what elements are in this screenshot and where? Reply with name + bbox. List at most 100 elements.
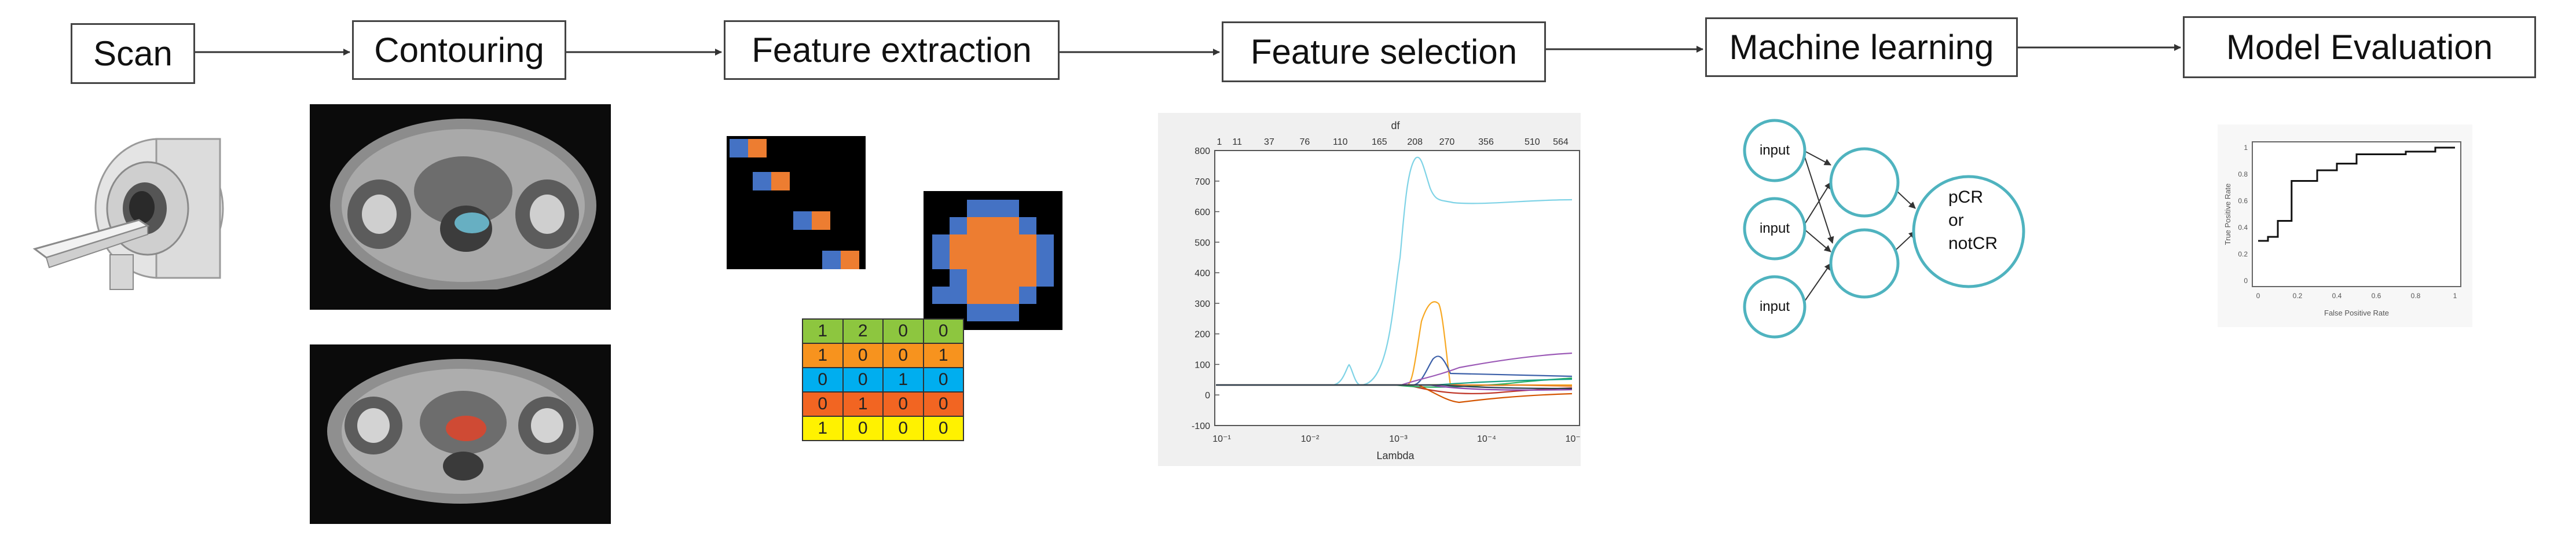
x-tick-label: 10⁻⁴ xyxy=(1477,434,1496,444)
feature-matrix-cell: 0 xyxy=(882,393,923,416)
top-tick-label: 510 xyxy=(1525,137,1540,147)
roc-y-tick: 0.2 xyxy=(2238,250,2248,258)
input-node-2-label: input xyxy=(1760,221,1790,236)
roc-x-tick: 0 xyxy=(2256,292,2260,300)
stage-feature-extraction: Feature extraction xyxy=(724,20,1060,80)
voxel-grid-sparse xyxy=(727,136,866,269)
feature-matrix-cell: 0 xyxy=(922,393,963,416)
output-label-line-3: notCR xyxy=(1948,234,1998,253)
voxel-cell xyxy=(932,252,950,269)
input-node-1 xyxy=(1743,119,1807,182)
top-axis-title: df xyxy=(1391,120,1400,131)
y-tick-label: 0 xyxy=(1205,391,1210,401)
mri-slice-contour-blue xyxy=(310,104,611,310)
top-tick-label: 564 xyxy=(1553,137,1569,147)
voxel-cell xyxy=(967,252,984,269)
roc-x-tick: 0.6 xyxy=(2372,292,2381,300)
feature-matrix-cell: 0 xyxy=(882,417,923,440)
feature-matrix-cell: 0 xyxy=(842,368,883,391)
voxel-cell xyxy=(1036,234,1054,252)
stage-feature-extraction-label: Feature extraction xyxy=(752,31,1032,69)
y-tick-label: 400 xyxy=(1194,269,1210,278)
neural-network-diagram: input input input pCR or notCR xyxy=(1743,119,2025,339)
top-tick-label: 165 xyxy=(1372,137,1387,147)
voxel-cell xyxy=(984,252,1002,269)
feature-matrix-cell: 1 xyxy=(818,419,828,438)
tumor-contour-red xyxy=(446,416,486,441)
stage-model-evaluation: Model Evaluation xyxy=(2183,16,2536,78)
stage-model-evaluation-label: Model Evaluation xyxy=(2226,28,2493,67)
voxel-cell xyxy=(984,200,1002,217)
hidden-node-1 xyxy=(1829,147,1900,218)
feature-matrix-cell: 1 xyxy=(922,344,963,367)
coefficient-paths xyxy=(1216,156,1573,404)
voxel-cell xyxy=(984,217,1002,234)
y-tick-label: -100 xyxy=(1192,421,1210,431)
feature-matrix-cell: 0 xyxy=(882,320,923,343)
voxel-cell xyxy=(967,234,984,252)
pipeline-arrows xyxy=(195,44,2181,56)
x-tick-label: 10⁻¹ xyxy=(1212,434,1231,444)
voxel-cell xyxy=(1002,269,1019,287)
voxel-cell xyxy=(932,234,950,252)
hidden-node-2 xyxy=(1829,228,1900,299)
voxel-cell xyxy=(1019,252,1036,269)
roc-x-tick: 0.4 xyxy=(2332,292,2342,300)
top-tick-label: 110 xyxy=(1333,137,1348,147)
top-tick-label: 270 xyxy=(1439,137,1455,147)
y-tick-label: 500 xyxy=(1194,238,1210,248)
y-tick-label: 800 xyxy=(1194,146,1210,156)
feature-matrix-cell: 0 xyxy=(922,368,963,391)
voxel-cell xyxy=(1036,252,1054,269)
voxel-cell xyxy=(1019,217,1036,234)
roc-y-label: True Positive Rate xyxy=(2223,184,2232,245)
top-tick-label: 76 xyxy=(1299,137,1310,147)
voxel-cell xyxy=(1019,269,1036,287)
output-label-line-1: pCR xyxy=(1948,188,1983,207)
voxel-cell xyxy=(967,304,984,321)
x-axis-label: Lambda xyxy=(1376,450,1415,461)
voxel-cell xyxy=(967,269,984,287)
voxel-cell xyxy=(932,287,950,304)
feature-matrix-cell: 0 xyxy=(818,394,828,413)
x-tick-label: 10⁻² xyxy=(1301,434,1320,444)
mri-slice-contour-red xyxy=(310,344,611,524)
lasso-path-plot: df 1 11 37 76 110 165 208 270 356 510 564 80070060… xyxy=(1158,113,1581,466)
voxel-cell xyxy=(967,287,984,304)
voxel-cell xyxy=(984,287,1002,304)
input-node-2 xyxy=(1743,197,1807,261)
roc-x-tick: 1 xyxy=(2453,292,2457,300)
stage-scan-label: Scan xyxy=(93,34,173,73)
y-tick-label: 300 xyxy=(1194,299,1210,309)
voxel-cell xyxy=(984,234,1002,252)
feature-matrix-cell: 0 xyxy=(882,344,923,367)
roc-y-tick: 0.6 xyxy=(2238,197,2248,205)
top-tick-label: 37 xyxy=(1264,137,1274,147)
mri-scanner-illustration xyxy=(32,138,224,290)
stage-feature-selection-label: Feature selection xyxy=(1250,32,1518,71)
y-tick-label: 600 xyxy=(1194,208,1210,218)
y-tick-label: 100 xyxy=(1194,360,1210,370)
voxel-cell xyxy=(1002,234,1019,252)
stage-machine-learning-label: Machine learning xyxy=(1729,28,1994,67)
top-tick-label: 356 xyxy=(1478,137,1494,147)
output-label-line-2: or xyxy=(1948,211,1964,230)
voxel-cell xyxy=(950,217,967,234)
feature-matrix-cell: 0 xyxy=(842,417,883,440)
voxel-grid-tumor xyxy=(924,191,1062,330)
x-tick-label: 10⁻⁵ xyxy=(1566,434,1581,444)
stage-scan: Scan xyxy=(71,23,195,84)
top-tick-label: 208 xyxy=(1407,137,1423,147)
stage-contouring-label: Contouring xyxy=(374,31,544,69)
stage-machine-learning: Machine learning xyxy=(1705,17,2018,77)
feature-matrix-cell: 2 xyxy=(842,320,883,343)
roc-y-tick: 0 xyxy=(2244,277,2248,285)
tumor-contour-blue xyxy=(455,212,489,233)
roc-x-tick: 0.2 xyxy=(2293,292,2303,300)
y-tick-label: 700 xyxy=(1194,177,1210,187)
voxel-cell xyxy=(1019,287,1036,304)
